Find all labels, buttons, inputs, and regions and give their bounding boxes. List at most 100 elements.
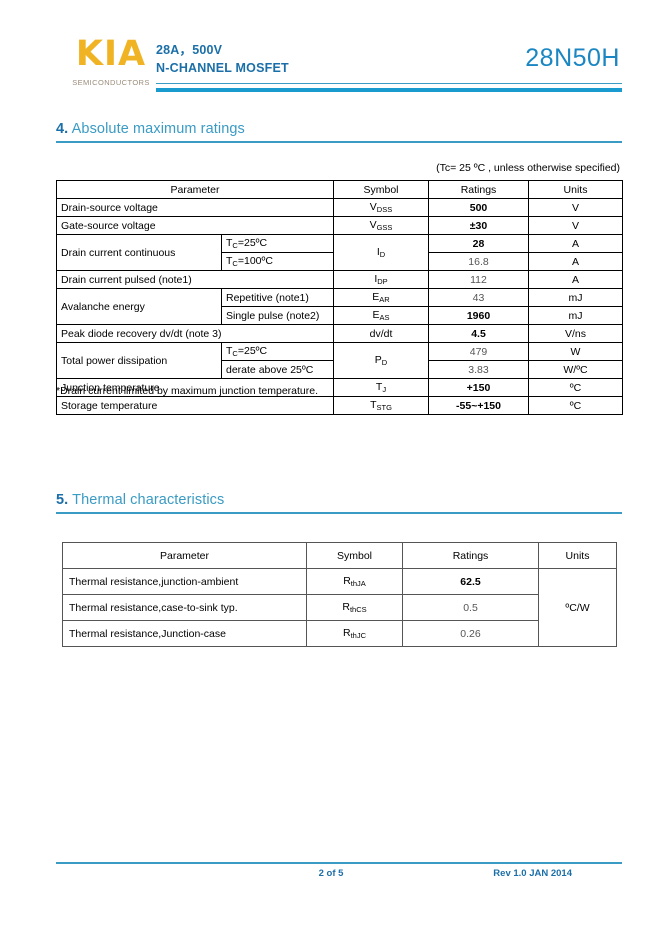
col-header-ratings: Ratings	[428, 180, 529, 199]
units-dvdt: V/ns	[528, 324, 623, 343]
section-4-title: 4. Absolute maximum ratings	[56, 121, 622, 137]
absolute-maximum-ratings-table: Parameter Symbol Ratings Units Drain-sou…	[56, 180, 623, 415]
symbol-tj: TJ	[333, 378, 429, 397]
table-header-row: Parameter Symbol Ratings Units	[62, 542, 617, 569]
table-row: Thermal resistance,case-to-sink typ. Rth…	[62, 594, 617, 621]
section-5-label: Thermal characteristics	[72, 492, 225, 508]
units-derate: W/ºC	[528, 360, 623, 379]
table-row: Avalanche energy Repetitive (note1) EAR …	[56, 288, 623, 325]
symbol-tstg: TSTG	[333, 396, 429, 415]
th-col-header-symbol: Symbol	[306, 542, 403, 569]
table-row: Drain-source voltage VDSS 500 V	[56, 198, 623, 217]
table-row: Peak diode recovery dv/dt (note 3) dv/dt…	[56, 324, 623, 343]
units-id-25c: A	[528, 234, 623, 253]
param-storage-temperature: Storage temperature	[56, 396, 334, 415]
units-id-100c: A	[528, 252, 623, 271]
section-thermal-heading: 5. Thermal characteristics	[56, 492, 622, 514]
param-total-power-dissipation: Total power dissipation	[56, 342, 222, 379]
units-idp: A	[528, 270, 623, 289]
rating-vgss: ±30	[428, 216, 529, 235]
page-header: KIA SEMICONDUCTORS 28A，500V N-CHANNEL MO…	[0, 0, 662, 108]
param-drain-current-pulsed: Drain current pulsed (note1)	[56, 270, 334, 289]
th-rating-rthja: 62.5	[402, 568, 539, 595]
th-symbol-rthja: RthJA	[306, 568, 403, 595]
symbol-vgss: VGSS	[333, 216, 429, 235]
col-header-units: Units	[528, 180, 623, 199]
cond-repetitive: Repetitive (note1)	[221, 288, 334, 307]
table-row: Thermal resistance,Junction-case RthJC 0…	[62, 620, 617, 647]
amr-footnote: *Drain current limited by maximum juncti…	[56, 385, 319, 397]
rating-id-100c: 16.8	[428, 252, 529, 271]
rating-eas: 1960	[428, 306, 529, 325]
section-4-number: 4.	[56, 121, 69, 137]
units-tstg: ºC	[528, 396, 623, 415]
table-header-row: Parameter Symbol Ratings Units	[56, 180, 623, 199]
logo-kia-text: KIA	[75, 34, 147, 74]
param-peak-diode-recovery: Peak diode recovery dv/dt (note 3)	[56, 324, 334, 343]
table-row: Thermal resistance,junction-ambient RthJ…	[62, 568, 617, 647]
th-rating-rthjc: 0.26	[402, 620, 539, 647]
cond-single-pulse: Single pulse (note2)	[221, 306, 334, 325]
symbol-ear: EAR	[333, 288, 429, 307]
table-row: Drain current continuous TC=25ºC ID 28 A	[56, 234, 623, 271]
th-units-all: ºC/W	[538, 568, 617, 647]
rating-derate: 3.83	[428, 360, 529, 379]
cond-tc-100c: TC=100ºC	[221, 252, 334, 271]
company-logo: KIA SEMICONDUCTORS	[56, 36, 166, 87]
table-row: Total power dissipation TC=25ºC PD 479 W	[56, 342, 623, 379]
table-row: Drain current pulsed (note1) IDP 112 A	[56, 270, 623, 289]
rating-tj: +150	[428, 378, 529, 397]
units-pd: W	[528, 342, 623, 361]
param-drain-current-continuous: Drain current continuous	[56, 234, 222, 271]
rating-ear: 43	[428, 288, 529, 307]
table-row: TC=100ºC 16.8 A	[57, 252, 623, 271]
table-row: Storage temperature TSTG -55~+150 ºC	[56, 396, 623, 415]
logo-subtitle: SEMICONDUCTORS	[72, 78, 150, 87]
units-eas: mJ	[528, 306, 623, 325]
symbol-idp: IDP	[333, 270, 429, 289]
symbol-dvdt: dv/dt	[333, 324, 429, 343]
section-5-rule	[56, 512, 622, 514]
section-5-number: 5.	[56, 492, 69, 508]
section-absolute-maximum-heading: 4. Absolute maximum ratings	[56, 121, 622, 143]
amr-condition-note: (Tc= 25 ºC , unless otherwise specified)	[436, 162, 620, 174]
part-number: 28N50H	[525, 44, 620, 72]
th-symbol-rthjc: RthJC	[306, 620, 403, 647]
th-symbol-rthcs: RthCS	[306, 594, 403, 621]
thermal-characteristics-table: Parameter Symbol Ratings Units Thermal r…	[62, 542, 617, 647]
cond-tc-25c: TC=25ºC	[221, 234, 334, 253]
th-param-junction-case: Thermal resistance,Junction-case	[62, 620, 307, 647]
rating-tstg: -55~+150	[428, 396, 529, 415]
table-row: Single pulse (note2) EAS 1960 mJ	[57, 306, 623, 325]
table-row: derate above 25ºC 3.83 W/ºC	[57, 360, 623, 379]
units-vgss: V	[528, 216, 623, 235]
rating-pd: 479	[428, 342, 529, 361]
spec-current-voltage: 28A，500V	[156, 43, 223, 57]
section-5-title: 5. Thermal characteristics	[56, 492, 622, 508]
cond-derate: derate above 25ºC	[221, 360, 334, 379]
section-4-rule	[56, 141, 622, 143]
part-spec-summary: 28A，500V N-CHANNEL MOSFET	[156, 41, 289, 77]
rating-vdss: 500	[428, 198, 529, 217]
rating-idp: 112	[428, 270, 529, 289]
param-drain-source-voltage: Drain-source voltage	[56, 198, 334, 217]
param-avalanche-energy: Avalanche energy	[56, 288, 222, 325]
param-gate-source-voltage: Gate-source voltage	[56, 216, 334, 235]
th-param-junction-ambient: Thermal resistance,junction-ambient	[62, 568, 307, 595]
units-tj: ºC	[528, 378, 623, 397]
th-param-case-to-sink: Thermal resistance,case-to-sink typ.	[62, 594, 307, 621]
rating-dvdt: 4.5	[428, 324, 529, 343]
footer-rule	[56, 862, 622, 864]
col-header-parameter: Parameter	[56, 180, 334, 199]
header-rule-thick	[156, 88, 622, 92]
th-col-header-ratings: Ratings	[402, 542, 539, 569]
th-col-header-parameter: Parameter	[62, 542, 307, 569]
symbol-id: ID	[333, 234, 429, 271]
col-header-symbol: Symbol	[333, 180, 429, 199]
symbol-vdss: VDSS	[333, 198, 429, 217]
th-rating-rthcs: 0.5	[402, 594, 539, 621]
header-rule-thin	[156, 83, 622, 84]
symbol-pd: PD	[333, 342, 429, 379]
table-row: Gate-source voltage VGSS ±30 V	[56, 216, 623, 235]
cond-pd-tc-25c: TC=25ºC	[221, 342, 334, 361]
